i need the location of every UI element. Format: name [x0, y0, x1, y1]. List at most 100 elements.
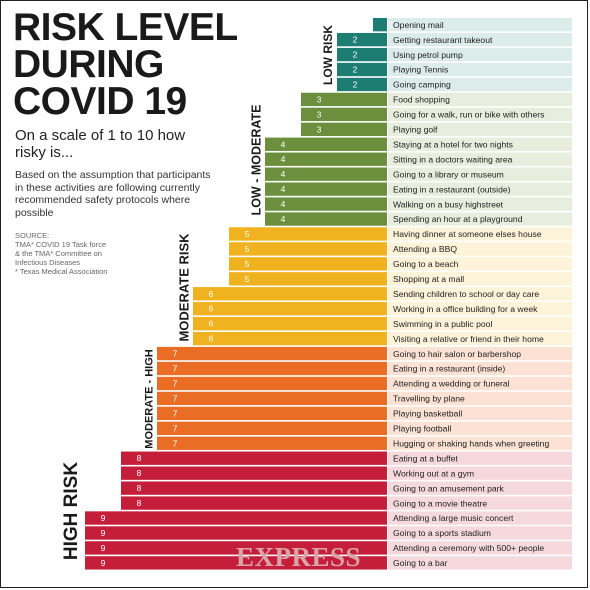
activity-row-bg	[388, 77, 572, 92]
risk-level-label: 7	[173, 393, 178, 403]
activity-label: Going to a beach	[393, 259, 459, 269]
activity-row-bg	[388, 556, 572, 570]
activity-row-bg	[388, 361, 572, 376]
activity-row-bg	[388, 62, 572, 77]
source-line: * Texas Medical Association	[15, 267, 108, 276]
activity-label: Going camping	[393, 80, 451, 90]
risk-level-label: 6	[209, 319, 214, 329]
activity-row-bg	[388, 152, 572, 166]
title-line: RISK LEVEL	[13, 6, 238, 49]
risk-bar	[193, 287, 387, 301]
activity-row-bg	[388, 122, 572, 136]
assumption-note: Based on the assumption that participant…	[15, 169, 211, 219]
risk-bar	[193, 331, 387, 346]
risk-level-label: 7	[173, 349, 178, 359]
risk-bar	[301, 122, 387, 136]
activity-label: Eating in a restaurant (inside)	[393, 364, 505, 374]
source-note: SOURCE: TMA* COVID 19 Task force & the T…	[15, 231, 125, 276]
activity-label: Spending an hour at a playground	[393, 214, 523, 224]
activity-row-bg	[388, 182, 572, 196]
activity-label: Opening mail	[393, 20, 444, 30]
activity-row-bg	[388, 496, 572, 510]
activity-label: Staying at a hotel for two nights	[393, 139, 513, 149]
activity-row-bg	[388, 466, 572, 480]
activity-row-bg	[388, 257, 572, 271]
risk-level-label: 8	[137, 483, 142, 493]
risk-bar	[121, 451, 387, 465]
risk-bar	[193, 302, 387, 316]
risk-level-label: 4	[281, 214, 286, 224]
title-line: DURING	[13, 43, 164, 86]
activity-label: Going to a library or museum	[393, 169, 504, 179]
activity-row-bg	[388, 47, 572, 62]
activity-row-bg	[388, 526, 572, 540]
risk-bar	[121, 466, 387, 480]
risk-bar	[121, 481, 387, 495]
activity-label: Using petrol pump	[393, 50, 463, 60]
risk-level-label: 4	[281, 169, 286, 179]
risk-level-label: 8	[137, 468, 142, 478]
risk-bar	[265, 137, 387, 151]
activity-row-bg	[388, 227, 572, 241]
activity-label: Going to a bar	[393, 558, 448, 568]
risk-level-label: 7	[173, 423, 178, 433]
risk-level-label: 5	[245, 229, 250, 239]
risk-level-label: 9	[101, 513, 106, 523]
risk-level-label: 2	[353, 65, 358, 75]
risk-bar	[157, 361, 387, 376]
risk-level-label: 8	[137, 498, 142, 508]
activity-row-bg	[388, 287, 572, 301]
activity-label: Sitting in a doctors waiting area	[393, 154, 513, 164]
activity-row-bg	[388, 541, 572, 555]
activity-row-bg	[388, 242, 572, 256]
risk-bar	[157, 391, 387, 406]
risk-bar	[373, 18, 387, 32]
band-label-high-risk: HIGH RISK	[61, 462, 83, 561]
risk-bar	[265, 212, 387, 226]
activity-label: Shopping at a mall	[393, 274, 464, 284]
risk-level-label: 7	[173, 364, 178, 374]
activity-label: Food shopping	[393, 95, 450, 105]
risk-bar	[157, 346, 387, 361]
risk-bar	[265, 197, 387, 211]
risk-bar	[157, 436, 387, 450]
band-label-moderate-high: MODERATE - HIGH	[143, 349, 156, 449]
activity-row-bg	[388, 197, 572, 211]
activity-row-bg	[388, 272, 572, 286]
risk-level-label: 6	[209, 334, 214, 344]
band-label-moderate-risk: MODERATE RISK	[176, 233, 192, 342]
risk-bar	[193, 317, 387, 331]
risk-bar	[337, 32, 387, 47]
activity-row-bg	[388, 167, 572, 181]
risk-level-label: 7	[173, 378, 178, 388]
risk-bar	[337, 47, 387, 62]
activity-label: Visiting a relative or friend in their h…	[393, 334, 544, 344]
risk-bar	[265, 182, 387, 196]
risk-bar	[337, 77, 387, 92]
activity-label: Playing Tennis	[393, 65, 448, 75]
risk-level-label: 4	[281, 199, 286, 209]
risk-bar	[85, 511, 387, 525]
risk-bar	[157, 376, 387, 391]
activity-label: Hugging or shaking hands when greeting	[393, 438, 549, 448]
source-line: Infectious Diseases	[15, 258, 81, 267]
source-line: SOURCE:	[15, 231, 50, 240]
activity-label: Attending a wedding or funeral	[393, 379, 510, 389]
activity-row-bg	[388, 107, 572, 122]
risk-level-label: 2	[353, 79, 358, 89]
activity-label: Playing basketball	[393, 409, 462, 419]
risk-level-label: 9	[101, 528, 106, 538]
band-label-low-risk: LOW RISK	[321, 25, 335, 86]
risk-bar	[337, 62, 387, 77]
risk-level-label: 5	[245, 274, 250, 284]
risk-level-label: 6	[209, 304, 214, 314]
risk-level-label: 9	[101, 558, 106, 568]
activity-row-bg	[388, 376, 572, 391]
risk-level-label: 7	[173, 408, 178, 418]
risk-bar	[301, 92, 387, 107]
activity-label: Going to a sports stadium	[393, 528, 491, 538]
risk-level-label: 2	[353, 50, 358, 60]
risk-bar	[229, 242, 387, 256]
band-label-low-moderate: LOW - MODERATE	[248, 104, 263, 216]
